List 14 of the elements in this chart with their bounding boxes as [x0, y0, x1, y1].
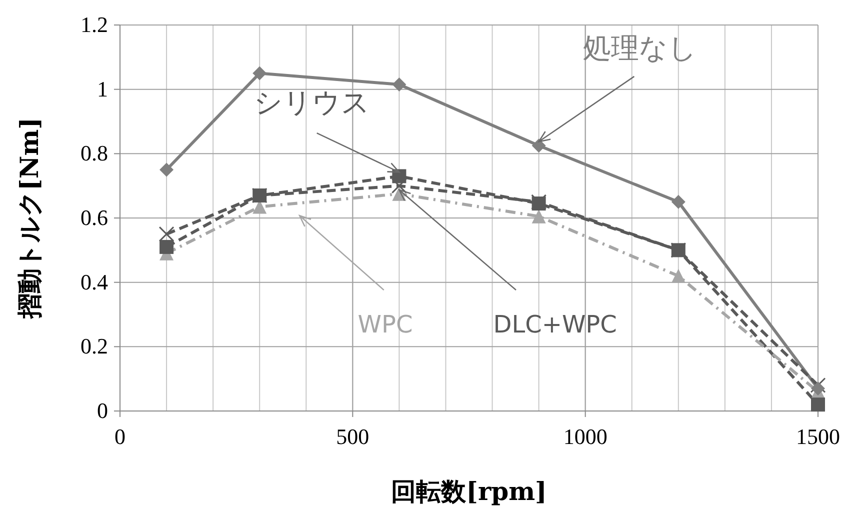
y-tick-label: 0.4: [80, 269, 108, 294]
y-tick-label: 0.6: [80, 205, 108, 230]
y-tick-label: 0: [97, 398, 108, 423]
y-tick-label: 1: [97, 76, 108, 102]
y-axis-title: 摺動トルク[Nm]: [15, 118, 44, 320]
y-tick-label: 0.2: [80, 334, 108, 359]
y-tick-label: 1.2: [80, 12, 108, 37]
x-tick-label: 0: [114, 424, 126, 449]
x-tick-label: 500: [336, 424, 370, 449]
x-tick-label: 1500: [796, 424, 840, 449]
x-axis-title: 回転数[rpm]: [391, 477, 547, 506]
x-tick-label: 1000: [563, 424, 608, 449]
y-tick-label: 0.8: [80, 140, 108, 166]
text: WPC: [358, 310, 413, 339]
